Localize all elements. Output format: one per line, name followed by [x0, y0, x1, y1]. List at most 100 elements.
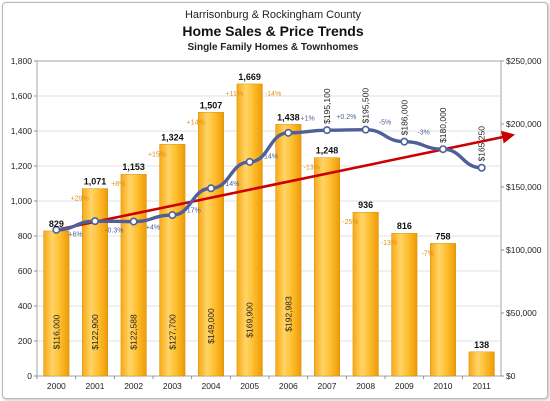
trend-arrow	[56, 130, 516, 232]
bar-value-label: 1,669	[238, 72, 261, 82]
axes: 0 200 400 600 800 1,000 1,200 1,400 1,600 1,800 $0…	[11, 56, 542, 391]
x-axis-tick-label: 2005	[240, 381, 259, 391]
price-label: $149,000	[206, 308, 216, 344]
price-label: $195,500	[361, 88, 371, 124]
x-axis-tick-label: 2009	[395, 381, 414, 391]
sales-change-label: +14%	[187, 119, 205, 126]
gridlines	[37, 95, 501, 342]
x-axis-tick-label: 2000	[47, 381, 66, 391]
price-label: $165,250	[477, 126, 487, 162]
bar-value-label: 138	[474, 340, 489, 350]
x-axis-tick-label: 2003	[163, 381, 182, 391]
price-change-label: +14%	[221, 181, 239, 188]
left-axis-tick-label: 0	[27, 371, 32, 381]
price-change-label: +0.2%	[336, 114, 356, 121]
right-axis-tick-label: $100,000	[506, 245, 542, 255]
sales-change-label: -13%	[381, 240, 397, 247]
left-axis-tick-label: 1,800	[11, 56, 33, 66]
bar	[391, 232, 418, 377]
price-point	[361, 125, 370, 134]
price-labels: $116,000 $122,900 $122,588 $127,700 $149,000…	[51, 88, 486, 350]
left-axis-tick-label: 1,200	[11, 161, 33, 171]
chart-svg: $116,000 $122,900 $122,588 $127,700 $149,000…	[11, 9, 542, 391]
chart-subtitle: Home Sales & Price Trends	[182, 23, 364, 39]
bar-value-label: 816	[397, 221, 412, 231]
price-change-label: +6%	[69, 231, 83, 238]
bar-value-label: 936	[358, 200, 373, 210]
sales-change-label: +15%	[148, 151, 166, 158]
price-point	[400, 137, 409, 146]
price-label: $192,983	[283, 296, 293, 332]
price-change-label: +14%	[260, 153, 278, 160]
bar	[43, 230, 70, 377]
bars	[43, 83, 495, 377]
left-axis-tick-label: 600	[18, 266, 32, 276]
left-axis-tick-label: 1,000	[11, 196, 33, 206]
bar	[468, 351, 495, 377]
right-axis-tick-label: $0	[506, 371, 516, 381]
bar	[236, 83, 263, 377]
left-axis-tick-label: 400	[18, 301, 32, 311]
bar	[120, 174, 147, 377]
price-change-label: +17%	[183, 208, 201, 215]
sales-change-label: +29%	[71, 196, 89, 203]
price-label: $122,900	[90, 314, 100, 350]
price-change-label: +4%	[146, 224, 160, 231]
price-label: $169,900	[245, 302, 255, 338]
bar	[275, 124, 302, 377]
bar-value-label: 1,507	[200, 100, 223, 110]
chart-title: Harrisonburg & Rockingham County	[185, 9, 362, 21]
price-label: $122,588	[129, 314, 139, 350]
bar-value-label: 1,071	[84, 177, 107, 187]
chart-subtitle-2: Single Family Homes & Townhomes	[188, 42, 359, 53]
trend-arrow-line	[56, 130, 516, 232]
sales-change-label: -13%	[303, 165, 319, 172]
price-label: $180,000	[438, 107, 448, 143]
sales-change-label: -14%	[265, 91, 281, 98]
x-axis-tick-label: 2001	[86, 381, 105, 391]
x-axis-tick-label: 2004	[202, 381, 221, 391]
sales-change-label: +8%	[111, 181, 125, 188]
x-axis-tick-label: 2011	[473, 381, 492, 391]
x-axis-tick-label: 2008	[356, 381, 375, 391]
price-label: $127,700	[167, 314, 177, 350]
sales-change-label: +11%	[226, 91, 244, 98]
x-axis-tick-label: 2007	[318, 381, 337, 391]
price-change-label: +1%	[301, 116, 315, 123]
price-point	[322, 126, 331, 135]
price-change-label: -3%	[417, 129, 429, 136]
price-point	[284, 128, 293, 137]
sales-change-label: -7%	[421, 250, 433, 257]
price-line	[52, 125, 486, 234]
x-axis-tick-label: 2010	[434, 381, 453, 391]
bar	[159, 144, 186, 377]
left-axis-tick-label: 200	[18, 336, 32, 346]
left-axis-tick-label: 1,400	[11, 126, 33, 136]
price-point	[438, 145, 447, 154]
price-label: $186,000	[399, 100, 409, 136]
price-label: $116,000	[51, 314, 61, 349]
x-axis-tick-label: 2006	[279, 381, 298, 391]
bar-value-label: 1,248	[316, 146, 339, 156]
price-point	[477, 163, 486, 172]
x-axis-tick-label: 2002	[124, 381, 143, 391]
price-label: $195,100	[322, 88, 332, 124]
left-axis-tick-label: 1,600	[11, 91, 33, 101]
price-point	[207, 184, 216, 193]
bar	[352, 211, 379, 377]
bar-value-label: 758	[435, 231, 450, 241]
right-axis-tick-label: $200,000	[506, 119, 542, 129]
right-axis-tick-label: $50,000	[506, 308, 537, 318]
bar	[430, 243, 456, 377]
price-point	[168, 211, 177, 220]
right-axis-tick-label: $150,000	[506, 182, 542, 192]
data-labels: 829 1,071 1,153 1,324 1,507 1,669 1,438 1,248 93…	[49, 72, 489, 350]
sales-change-label: -25%	[342, 219, 358, 226]
price-point	[129, 217, 138, 226]
bar	[314, 157, 340, 377]
bar	[198, 112, 224, 377]
price-change-label: -0.3%	[105, 227, 123, 234]
price-point	[245, 157, 254, 166]
left-axis-tick-label: 800	[18, 231, 32, 241]
